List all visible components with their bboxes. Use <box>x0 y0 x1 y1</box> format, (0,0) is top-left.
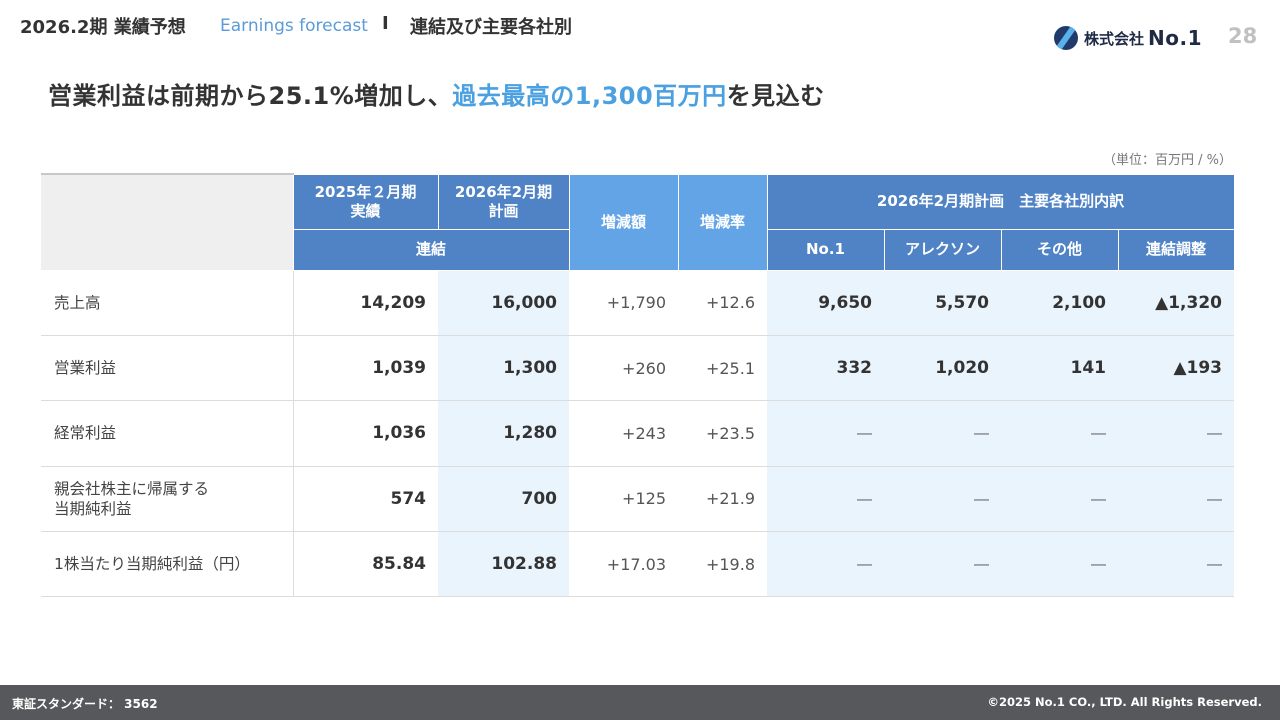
cell-change: +1,790 <box>569 270 678 336</box>
header-blank-cell <box>41 173 294 271</box>
header-company-alexon: アレクソン <box>883 228 1002 271</box>
cell-adjustment: ― <box>1118 400 1234 467</box>
cell-change: +260 <box>569 335 678 402</box>
row-label: 経常利益 <box>41 400 294 467</box>
logo-name-text: No.1 <box>1148 26 1203 50</box>
cell-no1: 332 <box>767 335 884 402</box>
table-row: 親会社株主に帰属する 当期純利益 574 700 +125 +21.9 ― ― … <box>41 466 1234 533</box>
header-breakdown-title: 2026年2月期計画 主要各社別内訳 <box>766 173 1235 230</box>
header-actual: 2025年２月期 実績 <box>292 173 439 230</box>
header-company-no1: No.1 <box>766 228 885 271</box>
slide-footer: 東証スタンダード： 3562 ©2025 No.1 CO., LTD. All … <box>0 685 1280 720</box>
logo-mark-icon <box>1054 26 1078 50</box>
cell-alexon: ― <box>884 400 1001 467</box>
cell-alexon: 1,020 <box>884 335 1001 402</box>
table-row: 営業利益 1,039 1,300 +260 +25.1 332 1,020 14… <box>41 335 1234 402</box>
headline-highlight: 過去最高の1,300百万円 <box>452 82 727 110</box>
cell-change: +125 <box>569 466 678 533</box>
cell-plan: 1,300 <box>438 335 569 402</box>
logo-corp-text: 株式会社 <box>1084 29 1145 48</box>
section-title: 連結及び主要各社別 <box>410 17 572 38</box>
table-row: 経常利益 1,036 1,280 +243 +23.5 ― ― ― ― <box>41 400 1234 467</box>
cell-other: 2,100 <box>1001 270 1118 336</box>
cell-change: +17.03 <box>569 531 678 598</box>
cell-other: ― <box>1001 466 1118 533</box>
cell-no1: ― <box>767 531 884 598</box>
header-plan: 2026年2月期 計画 <box>437 173 570 230</box>
period-title: 2026.2期 業績予想 <box>20 17 186 38</box>
cell-alexon: ― <box>884 531 1001 598</box>
header-company-adjustment: 連結調整 <box>1117 228 1235 271</box>
table-row: 1株当たり当期純利益（円） 85.84 102.88 +17.03 +19.8 … <box>41 531 1234 598</box>
header-company-other: その他 <box>1000 228 1119 271</box>
cell-rate: +12.6 <box>678 270 767 336</box>
table-row: 売上高 14,209 16,000 +1,790 +12.6 9,650 5,5… <box>41 270 1234 336</box>
stock-exchange-code: 東証スタンダード： 3562 <box>12 697 158 711</box>
row-label: 1株当たり当期純利益（円） <box>41 531 294 598</box>
cell-plan: 102.88 <box>438 531 569 598</box>
cell-actual: 1,039 <box>293 335 438 402</box>
cell-no1: 9,650 <box>767 270 884 336</box>
cell-plan: 700 <box>438 466 569 533</box>
header-change-amount: 増減額 <box>568 173 679 271</box>
row-label: 営業利益 <box>41 335 294 402</box>
cell-actual: 85.84 <box>293 531 438 598</box>
headline: 営業利益は前期から25.1%増加し、過去最高の1,300百万円を見込む <box>48 76 825 111</box>
cell-alexon: ― <box>884 466 1001 533</box>
header-consolidated: 連結 <box>292 228 570 271</box>
unit-note: （単位：百万円 / %） <box>1103 153 1232 168</box>
row-label: 売上高 <box>41 270 294 336</box>
cell-no1: ― <box>767 466 884 533</box>
cell-other: ― <box>1001 531 1118 598</box>
cell-plan: 1,280 <box>438 400 569 467</box>
cell-adjustment: ▲1,320 <box>1118 270 1234 336</box>
headline-part1: 営業利益は前期から25.1%増加し、 <box>48 82 453 110</box>
copyright: ©2025 No.1 CO., LTD. All Rights Reserved… <box>987 695 1262 709</box>
slide-header: 2026.2期 業績予想 Earnings forecast I 連結及び主要各… <box>0 0 1280 60</box>
cell-actual: 1,036 <box>293 400 438 467</box>
cell-adjustment: ― <box>1118 466 1234 533</box>
header-change-rate: 増減率 <box>677 173 768 271</box>
title-separator: I <box>382 13 389 34</box>
cell-change: +243 <box>569 400 678 467</box>
headline-part2: を見込む <box>726 82 825 110</box>
cell-other: ― <box>1001 400 1118 467</box>
row-label: 親会社株主に帰属する 当期純利益 <box>41 466 294 533</box>
cell-actual: 574 <box>293 466 438 533</box>
cell-rate: +25.1 <box>678 335 767 402</box>
cell-adjustment: ▲193 <box>1118 335 1234 402</box>
cell-rate: +19.8 <box>678 531 767 598</box>
cell-alexon: 5,570 <box>884 270 1001 336</box>
cell-plan: 16,000 <box>438 270 569 336</box>
cell-adjustment: ― <box>1118 531 1234 598</box>
forecast-table: 2025年２月期 実績 2026年2月期 計画 増減額 増減率 2026年2月期… <box>41 173 1235 598</box>
page-number: 28 <box>1228 24 1258 48</box>
cell-rate: +23.5 <box>678 400 767 467</box>
cell-no1: ― <box>767 400 884 467</box>
company-logo: 株式会社 No.1 <box>1054 25 1202 51</box>
cell-actual: 14,209 <box>293 270 438 336</box>
cell-rate: +21.9 <box>678 466 767 533</box>
cell-other: 141 <box>1001 335 1118 402</box>
english-title: Earnings forecast <box>220 16 368 36</box>
